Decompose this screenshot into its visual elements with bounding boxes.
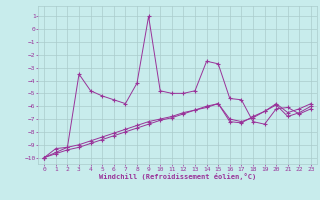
X-axis label: Windchill (Refroidissement éolien,°C): Windchill (Refroidissement éolien,°C) [99,173,256,180]
